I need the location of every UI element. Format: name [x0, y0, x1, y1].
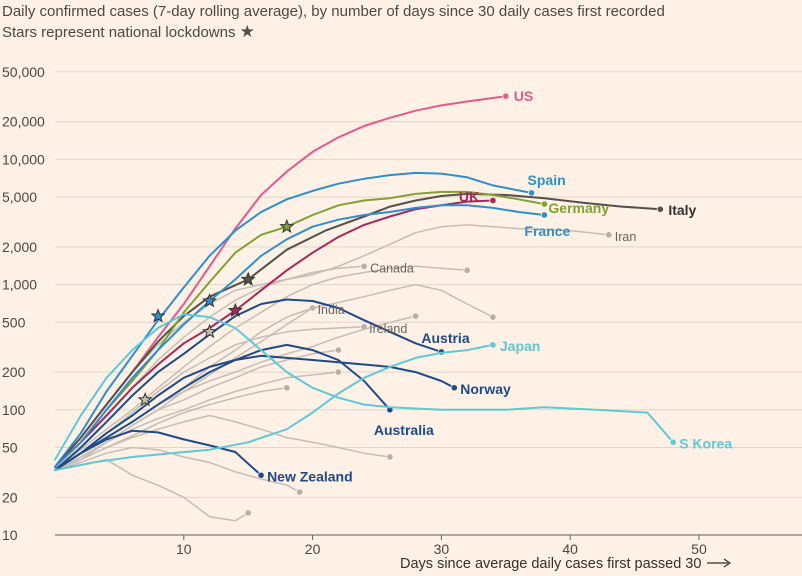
series-line-other-4 [54, 458, 249, 522]
series-line-new-zealand [54, 429, 263, 477]
star-icon: ★ [239, 22, 255, 41]
series-end-marker-new-zealand [257, 471, 265, 479]
series-label-new-zealand: New Zealand [267, 468, 353, 484]
series-line-spain [54, 171, 533, 468]
series-label-iran: Iran [615, 230, 637, 244]
series-label-ireland: Ireland [369, 322, 407, 336]
lockdown-star-uk [227, 302, 243, 318]
series-end-marker-other-8 [283, 384, 291, 392]
series-end-marker-other-4 [244, 509, 252, 517]
y-tick-label: 50,000 [2, 64, 45, 80]
series-end-marker-uk [489, 196, 497, 205]
y-tick-label: 10,000 [2, 151, 45, 167]
lockdown-star-other-2 [137, 392, 153, 407]
series-line-norway [54, 354, 456, 472]
chart-title: Daily confirmed cases (7-day rolling ave… [2, 3, 665, 20]
series-end-marker-canada [360, 262, 368, 270]
y-tick-label: 100 [2, 402, 26, 418]
x-tick-label: 10 [176, 541, 192, 557]
y-tick-label: 20 [2, 489, 18, 505]
series-line-other-3 [54, 446, 301, 493]
series-end-marker-s-korea [669, 438, 677, 446]
series-line-france [54, 204, 546, 468]
series-end-marker-other-3 [296, 488, 304, 496]
series-label-spain: Spain [528, 172, 566, 188]
series-line-other-8 [54, 387, 288, 471]
series-end-marker-italy [656, 205, 664, 213]
series-end-marker-other-6 [412, 312, 420, 320]
chart-subtitle-text: Stars represent national lockdowns [2, 24, 236, 41]
series-label-italy: Italy [668, 202, 696, 218]
y-tick-label: 50 [2, 439, 18, 455]
series-end-marker-spain [527, 189, 536, 197]
y-tick-label: 1,000 [2, 277, 37, 293]
y-tick-label: 2,000 [2, 239, 37, 255]
gridlines [55, 71, 802, 536]
series-line-germany [54, 190, 546, 468]
y-tick-label: 200 [2, 364, 26, 380]
series-end-marker-germany [540, 200, 549, 208]
series-end-marker-other-7 [334, 368, 342, 376]
series-line-austria [54, 298, 443, 472]
series-end-marker-other-9 [463, 266, 471, 274]
series-lines [54, 92, 677, 522]
y-tick-label: 5,000 [2, 189, 37, 205]
series-label-us: US [514, 88, 533, 104]
lockdown-star-spain [150, 308, 166, 323]
series-end-marker-iran [605, 231, 613, 239]
lockdown-star-ireland [202, 323, 218, 339]
lockdown-star-france [202, 293, 218, 308]
series-line-italy [54, 192, 662, 468]
chart-subtitle: Stars represent national lockdowns ★ [2, 22, 255, 42]
series-label-france: France [524, 223, 570, 239]
y-tick-label: 500 [2, 314, 26, 330]
series-end-marker-other-2 [334, 346, 342, 354]
series-label-norway: Norway [460, 381, 511, 397]
x-tick-label: 50 [691, 541, 707, 557]
series-end-marker-france [540, 211, 549, 219]
lockdown-star-italy [240, 271, 256, 286]
series-line-australia [54, 343, 391, 472]
series-labels: Iran Canada India Ireland US Spain Italy German… [267, 88, 732, 484]
series-end-marker-other-1 [386, 453, 394, 461]
series-line-japan [54, 343, 494, 472]
series-label-austria: Austria [421, 330, 469, 346]
series-label-canada: Canada [370, 261, 414, 275]
x-tick-label: 40 [562, 541, 578, 557]
series-end-marker-japan [489, 341, 497, 349]
y-tick-label: 10 [2, 527, 18, 543]
x-tick-label: 30 [434, 541, 450, 557]
x-axis-arrowhead [723, 558, 732, 568]
y-tick-label: 20,000 [2, 114, 45, 130]
lockdown-stars [137, 218, 295, 407]
series-line-s-korea [54, 313, 675, 461]
series-label-india: India [318, 303, 345, 317]
series-line-other-9 [54, 265, 468, 471]
series-label-japan: Japan [500, 338, 540, 354]
series-end-marker-norway [450, 384, 458, 392]
x-axis-label: Days since average daily cases first pas… [400, 556, 701, 572]
series-label-germany: Germany [548, 200, 609, 216]
lockdown-star-germany [279, 218, 295, 234]
series-line-other-7 [54, 371, 340, 471]
series-label-s-korea: S Korea [679, 435, 732, 451]
axes: 50,000 20,000 10,000 5,000 2,000 1,000 500 200 1… [2, 64, 802, 572]
series-end-marker-us [502, 92, 510, 100]
series-label-uk: UK [459, 188, 479, 204]
series-end-marker-other-5 [489, 313, 497, 321]
series-label-australia: Australia [374, 422, 434, 438]
x-tick-label: 20 [305, 541, 321, 557]
series-line-uk [54, 199, 494, 468]
